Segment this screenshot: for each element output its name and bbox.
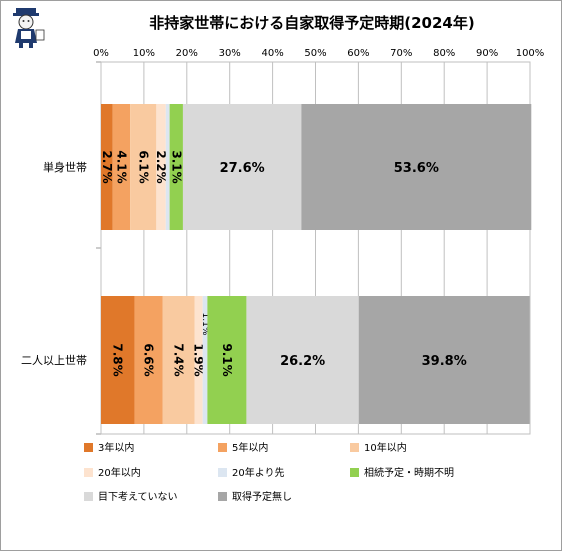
legend-swatch: [84, 443, 93, 452]
x-tick-label: 70%: [390, 48, 412, 59]
bar-segment: [182, 104, 302, 230]
x-tick-label: 60%: [347, 48, 369, 59]
data-label: 2.2%: [154, 150, 168, 183]
bar-segment: [207, 296, 247, 424]
bar-segment: [301, 104, 532, 230]
legend-swatch: [84, 468, 93, 477]
x-tick-label: 40%: [261, 48, 283, 59]
category-label: 二人以上世帯: [21, 354, 87, 367]
data-label: 7.8%: [111, 343, 125, 376]
bar-segment: [194, 296, 203, 424]
legend-swatch: [218, 443, 227, 452]
x-tick-label: 100%: [516, 48, 545, 59]
bar-segment: [358, 296, 530, 424]
x-tick-label: 80%: [433, 48, 455, 59]
x-tick-label: 0%: [93, 48, 109, 59]
chart-title: 非持家世帯における自家取得予定時期(2024年): [149, 14, 474, 32]
bar-segment: [130, 104, 157, 230]
data-label: 1.1%: [200, 313, 210, 336]
bar-segment: [246, 296, 359, 424]
bar-segment: [101, 296, 135, 424]
legend-swatch: [84, 492, 93, 501]
data-label: 53.6%: [394, 161, 439, 176]
x-tick-label: 30%: [219, 48, 241, 59]
bar-segment: [156, 104, 166, 230]
x-tick-label: 50%: [304, 48, 326, 59]
bar-segment: [202, 296, 208, 424]
legend-swatch: [350, 443, 359, 452]
legend-swatch: [218, 492, 227, 501]
data-label: 27.6%: [220, 161, 265, 176]
data-label: 1.9%: [192, 343, 206, 376]
legend-label: 3年以内: [98, 441, 134, 454]
data-label: 6.1%: [136, 150, 150, 183]
category-label: 単身世帯: [43, 160, 87, 174]
mascot-logo: [13, 8, 45, 48]
bar-segment: [169, 104, 183, 230]
legend-swatch: [350, 468, 359, 477]
data-label: 3.1%: [169, 150, 183, 183]
data-label: 9.1%: [220, 343, 234, 376]
data-label: 26.2%: [280, 354, 325, 369]
legend-label: 10年以内: [364, 441, 407, 454]
legend-label: 20年以内: [98, 466, 141, 479]
data-label: 39.8%: [422, 354, 467, 369]
data-label: 2.7%: [100, 150, 114, 183]
bar-segment: [112, 104, 131, 230]
legend-label: 20年より先: [232, 466, 285, 479]
x-tick-label: 90%: [476, 48, 498, 59]
legend-swatch: [218, 468, 227, 477]
data-label: 4.1%: [114, 150, 128, 183]
legend-label: 取得予定無し: [232, 490, 292, 503]
x-tick-label: 20%: [176, 48, 198, 59]
data-label: 7.4%: [172, 343, 186, 376]
bar-segment: [101, 104, 113, 230]
legend-label: 目下考えていない: [98, 491, 178, 503]
bar-segment: [165, 104, 170, 230]
x-tick-label: 10%: [133, 48, 155, 59]
bar-segment: [162, 296, 195, 424]
legend-label: 相続予定・時期不明: [364, 466, 454, 479]
legend-label: 5年以内: [232, 441, 268, 454]
data-label: 6.6%: [142, 343, 156, 376]
bar-segment: [134, 296, 163, 424]
